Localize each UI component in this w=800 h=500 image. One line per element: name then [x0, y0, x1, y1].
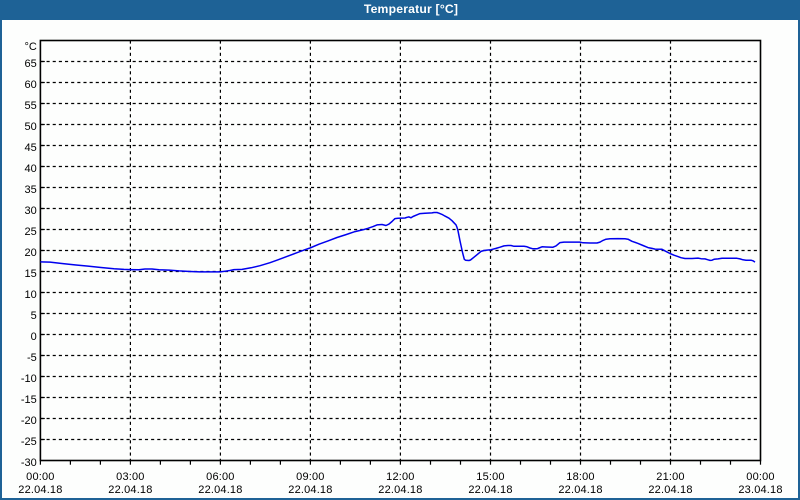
svg-text:09:00: 09:00: [296, 471, 324, 483]
svg-text:15: 15: [25, 268, 37, 280]
svg-text:03:00: 03:00: [116, 471, 144, 483]
svg-text:60: 60: [25, 79, 37, 91]
svg-text:-10: -10: [21, 373, 37, 385]
svg-text:22.04.18: 22.04.18: [648, 484, 692, 496]
svg-text:10: 10: [25, 289, 37, 301]
svg-text:21:00: 21:00: [656, 471, 684, 483]
svg-text:-25: -25: [21, 436, 37, 448]
svg-text:22.04.18: 22.04.18: [18, 484, 62, 496]
svg-text:-15: -15: [21, 394, 37, 406]
svg-text:25: 25: [25, 226, 37, 238]
svg-text:40: 40: [25, 163, 37, 175]
svg-text:-5: -5: [27, 352, 37, 364]
svg-text:0: 0: [31, 331, 37, 343]
svg-text:22.04.18: 22.04.18: [558, 484, 602, 496]
svg-text:15:00: 15:00: [476, 471, 504, 483]
svg-text:12:00: 12:00: [386, 471, 414, 483]
svg-text:18:00: 18:00: [566, 471, 594, 483]
svg-text:22.04.18: 22.04.18: [288, 484, 332, 496]
svg-text:20: 20: [25, 247, 37, 259]
svg-text:22.04.18: 22.04.18: [378, 484, 422, 496]
svg-text:22.04.18: 22.04.18: [198, 484, 242, 496]
svg-text:23.04.18: 23.04.18: [738, 484, 782, 496]
svg-text:65: 65: [25, 58, 37, 70]
svg-text:00:00: 00:00: [26, 471, 54, 483]
svg-text:22.04.18: 22.04.18: [108, 484, 152, 496]
svg-text:55: 55: [25, 100, 37, 112]
svg-text:22.04.18: 22.04.18: [468, 484, 512, 496]
svg-text:45: 45: [25, 142, 37, 154]
svg-text:06:00: 06:00: [206, 471, 234, 483]
svg-text:30: 30: [25, 205, 37, 217]
svg-text:5: 5: [31, 310, 37, 322]
svg-text:00:00: 00:00: [746, 471, 774, 483]
svg-text:35: 35: [25, 184, 37, 196]
svg-text:-20: -20: [21, 415, 37, 427]
svg-text:°C: °C: [24, 41, 36, 53]
svg-text:50: 50: [25, 121, 37, 133]
svg-text:-30: -30: [21, 457, 37, 469]
